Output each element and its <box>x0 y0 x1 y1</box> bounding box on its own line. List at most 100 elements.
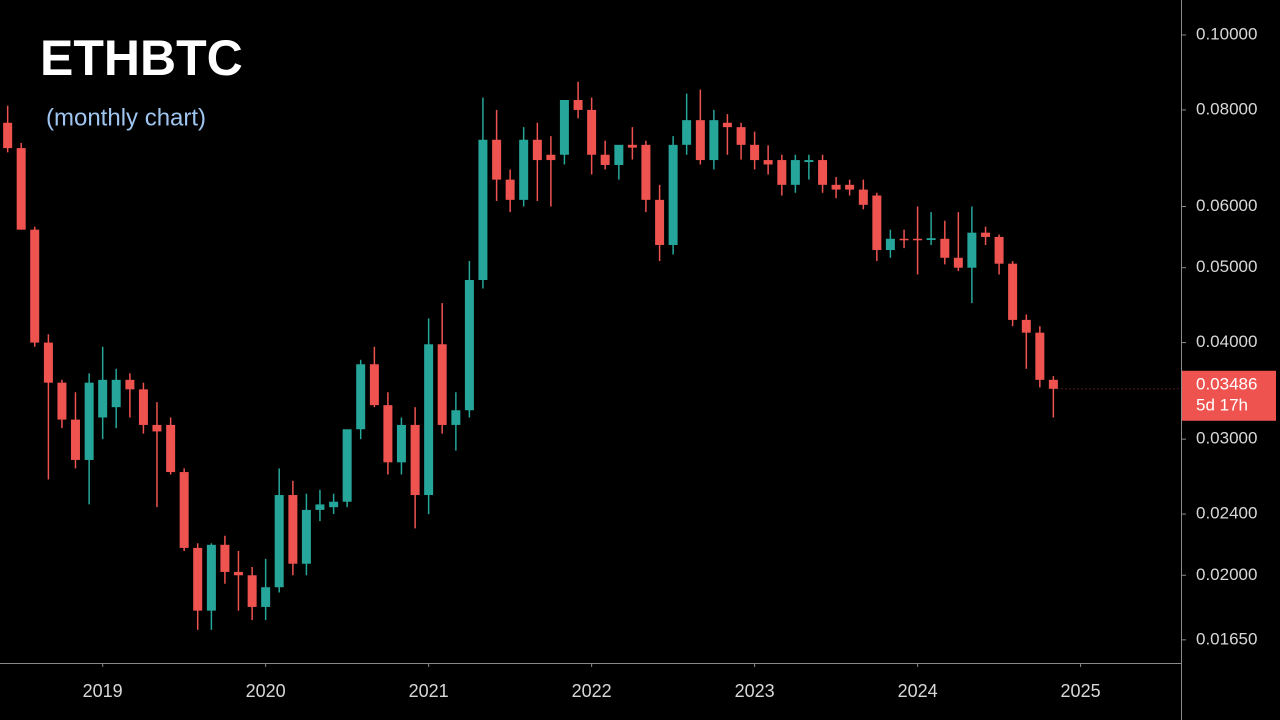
candle-body <box>641 144 651 200</box>
candle-body <box>763 160 773 165</box>
y-tick-label: 0.06000 <box>1196 196 1257 215</box>
candle-body <box>329 501 339 508</box>
candle-body <box>125 379 135 390</box>
chart-title: ETHBTC <box>40 30 243 86</box>
y-tick-label: 0.08000 <box>1196 99 1257 118</box>
x-tick-label: 2021 <box>409 681 449 701</box>
candle-body <box>84 382 94 460</box>
candle-body <box>492 139 502 180</box>
candle-body <box>1008 263 1018 320</box>
y-tick-label: 0.04000 <box>1196 332 1257 351</box>
candle-body <box>274 495 284 588</box>
x-tick-label: 2019 <box>83 681 123 701</box>
candle-body <box>559 100 569 155</box>
candle-body <box>342 429 352 502</box>
candle-body <box>926 238 936 241</box>
candle-body <box>1035 332 1045 380</box>
candle-body <box>858 189 868 205</box>
candle-body <box>899 238 909 241</box>
candle-body <box>193 547 203 611</box>
candle-body <box>600 154 610 165</box>
candle-body <box>410 424 420 496</box>
x-tick-label: 2022 <box>572 681 612 701</box>
chart-subtitle: (monthly chart) <box>46 104 206 131</box>
candle-body <box>288 495 298 564</box>
candle-body <box>831 184 841 190</box>
candle-body <box>981 232 991 237</box>
candle-body <box>43 342 53 383</box>
y-tick-label: 0.02400 <box>1196 504 1257 523</box>
candle-body <box>777 160 787 185</box>
last-price-label: 0.03486 <box>1196 374 1257 393</box>
countdown-label: 5d 17h <box>1196 395 1248 414</box>
candle-body <box>587 109 597 155</box>
last-price-box <box>1182 370 1276 421</box>
candle-body <box>614 144 624 165</box>
y-tick-label: 0.02000 <box>1196 565 1257 584</box>
candle-body <box>722 122 732 128</box>
candle-body <box>940 238 950 258</box>
candle-body <box>573 100 583 110</box>
candle-body <box>16 148 26 230</box>
candle-body <box>451 410 461 425</box>
candle-body <box>369 364 379 406</box>
candle-body <box>478 139 488 281</box>
candle-body <box>220 544 230 572</box>
candle-body <box>1021 319 1031 333</box>
candle-body <box>519 139 529 200</box>
candle-body <box>233 571 243 576</box>
candle-body <box>505 179 515 200</box>
x-tick-label: 2023 <box>735 681 775 701</box>
candle-body <box>872 195 882 251</box>
candle-body <box>1048 379 1058 389</box>
candle-body <box>3 122 13 149</box>
candle-body <box>166 424 176 473</box>
candle-body <box>57 382 67 420</box>
candle-body <box>953 257 963 268</box>
candle-body <box>682 120 692 145</box>
candle-body <box>464 280 474 411</box>
candle-body <box>695 120 705 161</box>
candle-body <box>396 424 406 463</box>
candle-body <box>668 144 678 245</box>
candle-body <box>994 236 1004 264</box>
candle-body <box>179 472 189 548</box>
x-tick-label: 2020 <box>246 681 286 701</box>
candle-body <box>804 160 814 163</box>
candle-body <box>790 160 800 185</box>
candle-body <box>818 160 828 185</box>
candle-body <box>885 238 895 251</box>
candle-body <box>736 127 746 145</box>
candle-body <box>424 344 434 496</box>
candle-body <box>750 144 760 161</box>
candle-body <box>315 504 325 510</box>
candle-body <box>709 120 719 161</box>
candle-body <box>546 154 556 161</box>
x-tick-label: 2024 <box>898 681 938 701</box>
candle-body <box>138 389 148 425</box>
candle-body <box>206 544 216 611</box>
candle-body <box>967 232 977 268</box>
candle-body <box>261 587 271 607</box>
candle-body <box>627 144 637 148</box>
candle-body <box>383 405 393 463</box>
candle-body <box>152 424 162 432</box>
y-tick-label: 0.03000 <box>1196 429 1257 448</box>
x-tick-label: 2025 <box>1061 681 1101 701</box>
candle-body <box>845 184 855 190</box>
y-tick-label: 0.10000 <box>1196 25 1257 44</box>
y-tick-label: 0.05000 <box>1196 257 1257 276</box>
candle-body <box>30 229 40 343</box>
candle-body <box>356 364 366 430</box>
candle-body <box>301 509 311 564</box>
candle-body <box>437 344 447 425</box>
candle-body <box>247 575 257 607</box>
candle-body <box>70 419 80 460</box>
candle-body <box>111 379 121 408</box>
candles <box>3 81 1180 630</box>
candle-body <box>913 238 923 241</box>
y-tick-label: 0.01650 <box>1196 629 1257 648</box>
candle-body <box>532 139 542 161</box>
